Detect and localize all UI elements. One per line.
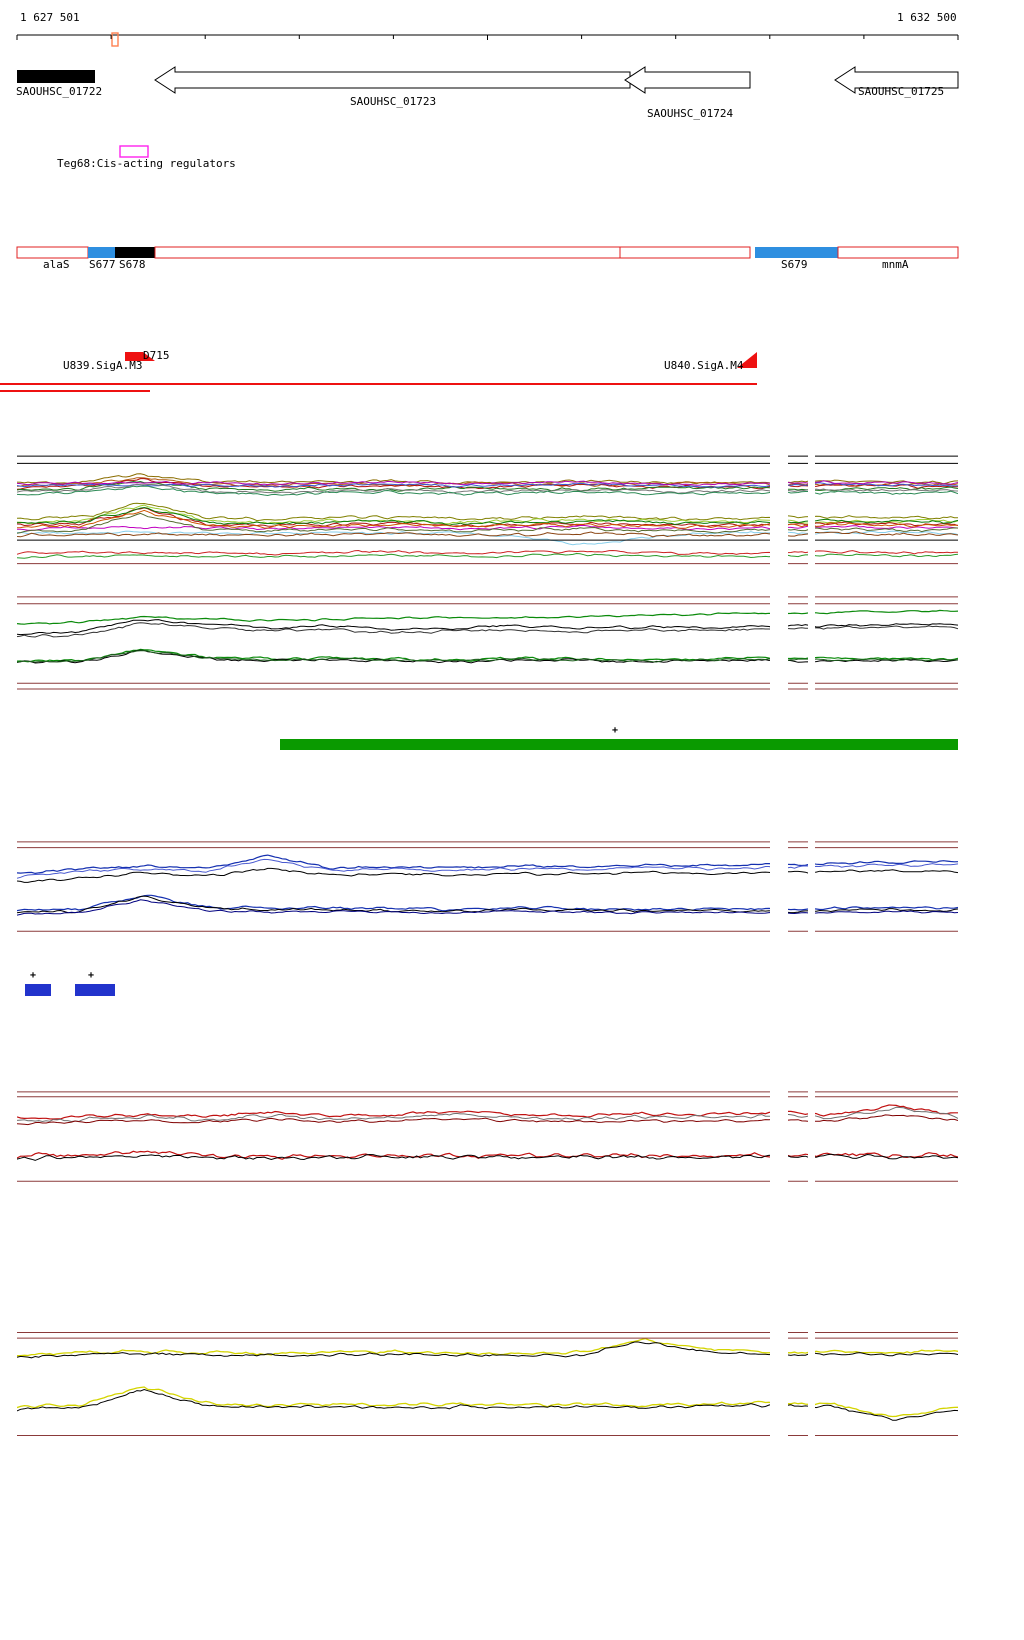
strand-plus-green: +: [612, 725, 619, 736]
coverage-series: [17, 1114, 958, 1126]
coverage-series: [17, 650, 958, 663]
header-graphics: [0, 32, 959, 392]
feature-alaS[interactable]: [16, 246, 89, 259]
panel-gap: [770, 1090, 788, 1185]
feature-label-mnmA: mnmA: [882, 258, 909, 271]
panel-gap: [808, 840, 815, 935]
feature-label-S677: S677: [89, 258, 116, 271]
gene-SAOUHSC_01723[interactable]: [154, 66, 631, 94]
coverage-series: [17, 1150, 958, 1160]
coverage-series: [17, 622, 958, 638]
coverage-series: [17, 895, 958, 914]
panel-gap: [770, 593, 788, 690]
panel-gap: [808, 455, 815, 567]
feature-mnmA[interactable]: [837, 246, 959, 259]
gene-SAOUHSC_01724[interactable]: [624, 66, 751, 94]
ruler-start-label: 1 627 501: [20, 11, 80, 24]
coverage-series: [17, 482, 958, 488]
position-marker[interactable]: [111, 32, 119, 47]
panel-gap: [808, 1328, 815, 1440]
coverage-series: [17, 477, 958, 487]
coverage-series: [17, 509, 958, 529]
coverage-series: [17, 480, 958, 492]
motif-flag-U839[interactable]: [125, 352, 143, 361]
coverage-series: [17, 478, 958, 490]
gene-label-SAOUHSC_01725: SAOUHSC_01725: [858, 85, 945, 98]
coverage-series: [17, 549, 958, 556]
coverage-series: [17, 619, 958, 636]
panel-gap: [808, 1090, 815, 1185]
coverage-series: [17, 854, 958, 875]
coverage-series: [17, 867, 958, 883]
motif-flag-U840[interactable]: [737, 352, 757, 368]
motif-label-U839: U839.SigA.M3: [63, 359, 143, 372]
coverage-series: [17, 1337, 958, 1357]
feature-label-S678: S678: [119, 258, 146, 271]
feature-label-alaS: alaS: [43, 258, 70, 271]
coverage-series: [17, 502, 958, 522]
panel-gap: [770, 840, 788, 935]
coverage-series: [17, 649, 958, 664]
transcript-bar-green[interactable]: [280, 739, 958, 750]
coverage-series: [17, 609, 958, 625]
motif-label-U840: U840.SigA.M4: [664, 359, 744, 372]
ruler-end-label: 1 632 500: [897, 11, 957, 24]
gene-label-SAOUHSC_01722: SAOUHSC_01722: [16, 85, 103, 98]
coverage-series: [17, 485, 958, 497]
track-panel-blue-condition: [17, 840, 958, 935]
track-panel-all-samples: [17, 455, 958, 567]
coverage-series: [17, 480, 958, 486]
feature-label-S679: S679: [781, 258, 808, 271]
motif-flag-U839-tip: [143, 352, 155, 361]
coverage-series: [17, 1341, 958, 1359]
strand-plus-blue-1: +: [30, 970, 37, 981]
coverage-series: [17, 483, 958, 494]
coverage-series: [17, 899, 958, 916]
coverage-series: [17, 1106, 958, 1123]
feature-S679[interactable]: [755, 247, 838, 258]
coverage-series: [17, 1104, 958, 1120]
coverage-series: [17, 1386, 958, 1418]
motif-label-D715: D715: [143, 349, 170, 362]
coverage-series: [17, 1388, 958, 1421]
teg68-regulator-box[interactable]: [119, 145, 149, 158]
feature-operon-left[interactable]: [154, 246, 621, 259]
gene-SAOUHSC_01722[interactable]: [17, 70, 95, 83]
coverage-series: [17, 858, 958, 879]
track-panel-green-condition: [17, 593, 958, 690]
coverage-series: [17, 531, 958, 538]
gene-SAOUHSC_01725[interactable]: [834, 66, 959, 94]
panel-gap: [770, 1328, 788, 1440]
panel-gap: [808, 593, 815, 690]
coverage-series: [17, 648, 958, 663]
teg68-label: Teg68:Cis-acting regulators: [57, 157, 236, 170]
track-panel-yellow-condition: [17, 1328, 958, 1440]
transcript-bar-blue-2[interactable]: [75, 984, 115, 996]
feature-S678[interactable]: [115, 247, 155, 258]
coverage-series: [17, 506, 958, 526]
coverage-series: [17, 512, 958, 534]
gene-label-SAOUHSC_01724: SAOUHSC_01724: [647, 107, 734, 120]
coverage-series: [17, 552, 958, 559]
coverage-series: [17, 1153, 958, 1161]
strand-plus-blue-2: +: [88, 970, 95, 981]
track-panel-red-condition: [17, 1090, 958, 1185]
gene-label-SAOUHSC_01723: SAOUHSC_01723: [350, 95, 437, 108]
feature-S677[interactable]: [88, 247, 115, 258]
panel-gap: [770, 455, 788, 567]
transcript-bar-blue-1[interactable]: [25, 984, 51, 996]
coverage-series: [17, 507, 958, 528]
feature-operon-right[interactable]: [619, 246, 751, 259]
coverage-series: [17, 524, 958, 531]
